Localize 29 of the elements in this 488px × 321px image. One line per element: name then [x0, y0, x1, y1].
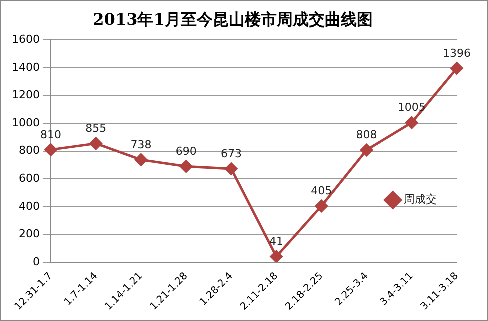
chart-title: 2013年1月至今昆山楼市周成交曲线图	[93, 10, 373, 29]
point	[90, 137, 102, 150]
y-tick-label: 400	[18, 200, 40, 213]
point	[360, 144, 374, 156]
data-label: 808	[356, 128, 378, 142]
data-label: 855	[86, 122, 107, 136]
point	[270, 250, 283, 262]
point	[225, 162, 238, 176]
point	[450, 62, 464, 75]
y-tick-label: 200	[18, 228, 40, 241]
data-label: 673	[220, 147, 242, 160]
data-label: 405	[311, 184, 332, 198]
y-tick-label: 1000	[12, 116, 40, 130]
y-tick-label: 800	[18, 144, 40, 158]
legend-label: 周成交	[404, 193, 437, 206]
y-tick-label: 1400	[12, 60, 40, 74]
y-tick-label: 1200	[12, 88, 40, 102]
point	[406, 116, 418, 130]
point	[315, 200, 328, 212]
y-tick-label: 600	[18, 172, 40, 185]
point	[134, 154, 148, 166]
data-label: 690	[176, 144, 197, 158]
y-tick-label: 1600	[12, 33, 40, 46]
y-tick-label: 0	[32, 255, 40, 268]
data-label: 738	[130, 138, 152, 152]
data-label: 41	[270, 235, 284, 248]
data-label: 810	[40, 128, 62, 142]
data-label: 1396	[443, 46, 471, 60]
point	[180, 160, 193, 173]
